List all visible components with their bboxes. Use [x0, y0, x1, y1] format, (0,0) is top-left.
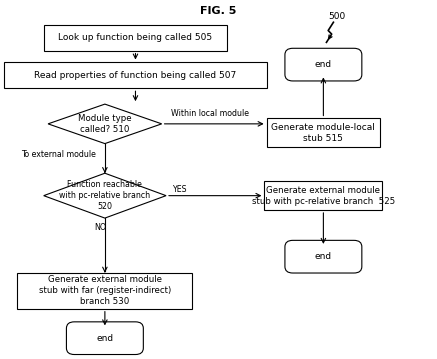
Text: end: end — [96, 334, 114, 343]
Text: Read properties of function being called 507: Read properties of function being called… — [35, 71, 236, 80]
Text: FIG. 5: FIG. 5 — [200, 6, 237, 17]
Text: Look up function being called 505: Look up function being called 505 — [59, 33, 212, 42]
Text: Within local module: Within local module — [171, 108, 249, 118]
FancyBboxPatch shape — [264, 181, 382, 210]
Text: end: end — [315, 252, 332, 261]
Text: Generate external module
stub with pc-relative branch  525: Generate external module stub with pc-re… — [252, 186, 395, 206]
FancyBboxPatch shape — [285, 48, 362, 81]
Text: Module type
called? 510: Module type called? 510 — [78, 114, 132, 134]
Polygon shape — [44, 173, 166, 218]
FancyBboxPatch shape — [66, 322, 143, 355]
FancyBboxPatch shape — [17, 273, 192, 309]
Polygon shape — [48, 104, 162, 144]
FancyBboxPatch shape — [44, 25, 227, 51]
Text: end: end — [315, 60, 332, 69]
FancyBboxPatch shape — [285, 241, 362, 273]
Text: To external module: To external module — [21, 150, 96, 159]
FancyBboxPatch shape — [4, 62, 267, 88]
FancyBboxPatch shape — [267, 118, 380, 147]
Text: Generate module-local
stub 515: Generate module-local stub 515 — [271, 123, 375, 143]
Text: 500: 500 — [328, 11, 345, 21]
Text: Generate external module
stub with far (register-indirect)
branch 530: Generate external module stub with far (… — [39, 275, 171, 306]
Text: YES: YES — [172, 185, 187, 194]
Text: NO: NO — [94, 223, 107, 232]
Text: Function reachable
with pc-relative branch
520: Function reachable with pc-relative bran… — [59, 181, 150, 211]
